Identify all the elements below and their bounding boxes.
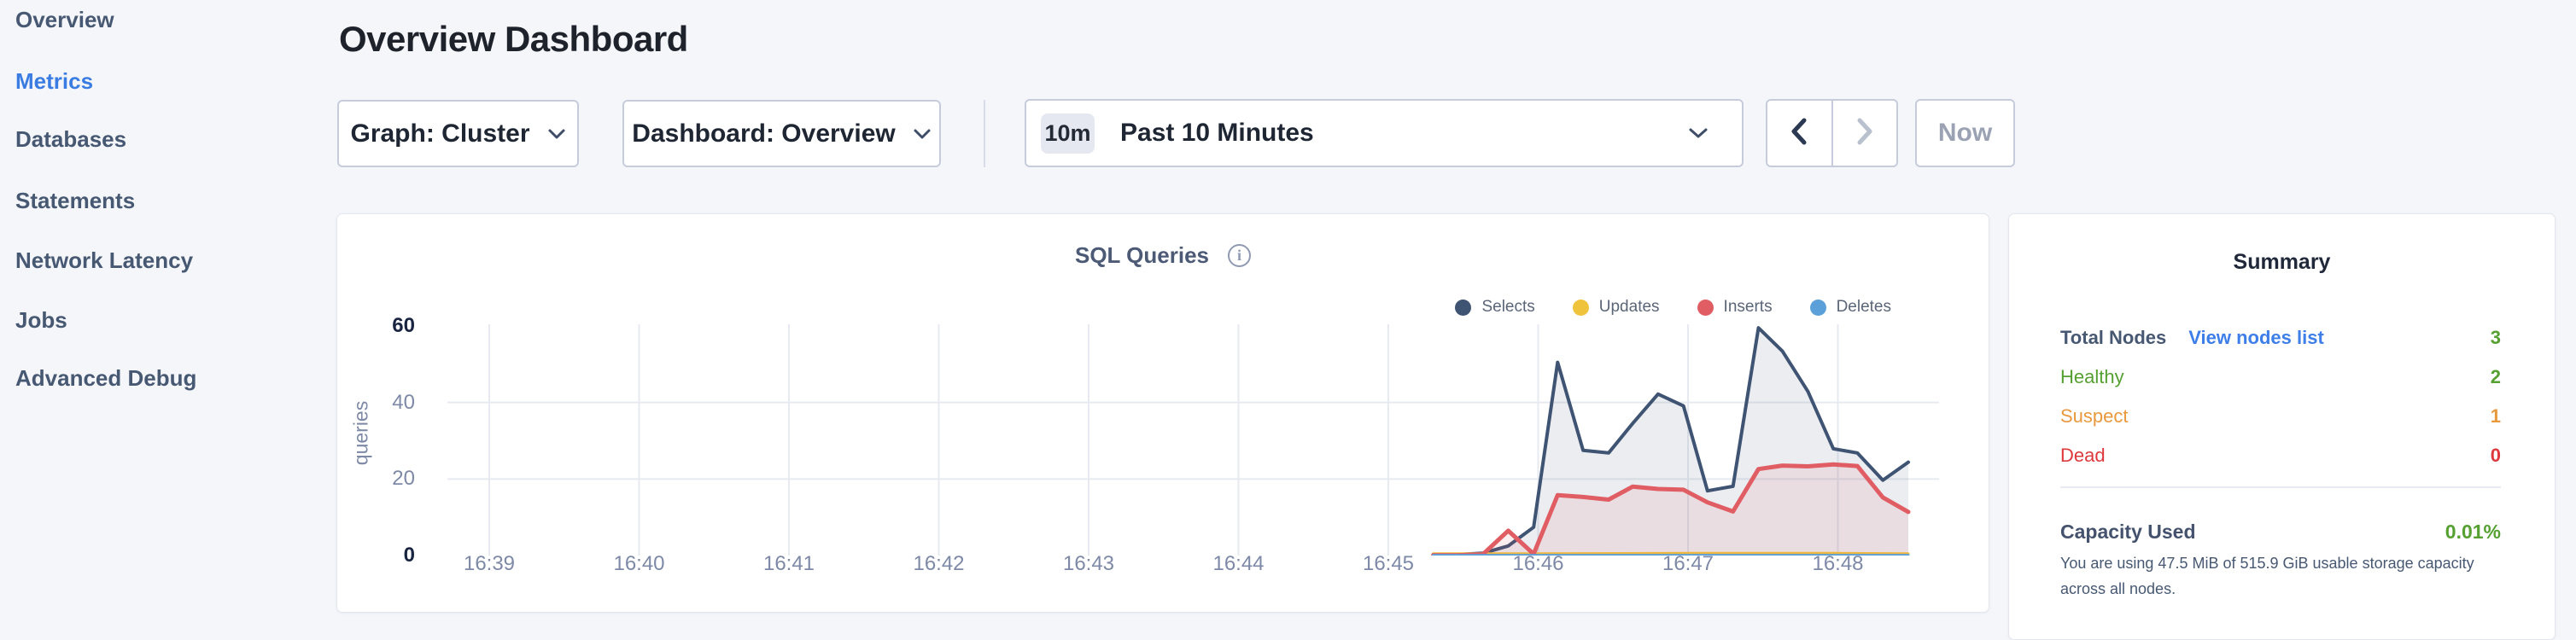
legend-dot-icon [1809, 299, 1826, 316]
capacity-used-label: Capacity Used [2060, 520, 2196, 543]
x-tick-label: 16:44 [1212, 552, 1265, 575]
x-tick-label: 16:45 [1362, 552, 1415, 575]
sidebar-item-databases[interactable]: Databases [15, 126, 127, 152]
chart-legend: Selects Updates Inserts Deletes [1455, 298, 1891, 317]
summary-row-healthy: Healthy 2 [2060, 358, 2501, 397]
graph-scope-dropdown[interactable]: Graph: Cluster [337, 100, 579, 167]
sidebar-item-statements[interactable]: Statements [15, 188, 136, 213]
x-tick-label: 16:41 [762, 552, 815, 575]
time-range-selector[interactable]: 10m Past 10 Minutes [1025, 99, 1744, 167]
healthy-label: Healthy [2060, 366, 2124, 387]
legend-label: Inserts [1723, 298, 1773, 316]
sidebar-item-metrics[interactable]: Metrics [15, 68, 94, 94]
summary-row-suspect: Suspect 1 [2060, 397, 2501, 436]
info-icon[interactable]: i [1228, 243, 1252, 267]
page-title: Overview Dashboard [339, 19, 688, 59]
y-tick-label: 20 [392, 467, 415, 491]
suspect-value: 1 [2490, 405, 2501, 427]
capacity-used-value: 0.01% [2445, 520, 2501, 543]
dead-label: Dead [2060, 445, 2106, 466]
x-tick-label: 16:39 [463, 552, 516, 575]
suspect-label: Suspect [2060, 405, 2129, 427]
now-button[interactable]: Now [1915, 99, 2015, 167]
chevron-down-icon [547, 128, 566, 140]
previous-time-window-button[interactable] [1767, 101, 1833, 166]
chevron-down-icon [913, 128, 932, 140]
time-range-label: Past 10 Minutes [1120, 119, 1314, 147]
legend-item-updates: Updates [1572, 298, 1660, 317]
y-tick-label: 0 [403, 544, 415, 567]
summary-divider [2060, 486, 2501, 488]
x-tick-label: 16:48 [1812, 552, 1864, 575]
y-axis-label: queries [349, 400, 372, 466]
legend-item-selects: Selects [1455, 298, 1535, 317]
sidebar-item-network-latency[interactable]: Network Latency [15, 247, 194, 273]
chevron-down-icon [1687, 126, 1709, 140]
summary-title: Summary [2233, 250, 2331, 274]
sql-queries-chart-card: SQL Queries i Selects Updates Inserts Delet… [336, 213, 1989, 613]
summary-row-total-nodes: Total Nodes View nodes list 3 [2060, 318, 2501, 358]
y-tick-label: 60 [392, 314, 415, 337]
x-tick-label: 16:47 [1662, 552, 1714, 575]
capacity-used-row: Capacity Used 0.01% [2060, 515, 2501, 549]
sidebar: Overview Metrics Databases Statements Ne… [0, 0, 333, 623]
healthy-value: 2 [2490, 366, 2501, 387]
view-nodes-list-link[interactable]: View nodes list [2188, 327, 2324, 348]
capacity-description: You are using 47.5 MiB of 515.9 GiB usab… [2060, 555, 2474, 597]
legend-dot-icon [1455, 299, 1472, 316]
legend-dot-icon [1697, 299, 1714, 316]
legend-dot-icon [1572, 299, 1589, 316]
time-range-badge: 10m [1041, 113, 1095, 154]
legend-label: Selects [1481, 298, 1535, 316]
x-tick-label: 16:43 [1062, 552, 1115, 575]
sql-queries-plot [447, 324, 1939, 556]
graph-scope-dropdown-label: Graph: Cluster [350, 119, 530, 148]
chart-title: SQL Queries [1074, 241, 1210, 268]
dashboard-dropdown[interactable]: Dashboard: Overview [622, 100, 941, 167]
y-tick-label: 40 [392, 390, 415, 414]
dead-value: 0 [2490, 445, 2501, 466]
legend-item-inserts: Inserts [1697, 298, 1773, 317]
total-nodes-value: 3 [2490, 327, 2501, 348]
toolbar-divider [984, 100, 985, 167]
chevron-right-icon [1855, 117, 1874, 150]
summary-row-dead: Dead 0 [2060, 436, 2501, 475]
time-window-pager [1766, 99, 1898, 167]
legend-label: Deletes [1836, 298, 1891, 316]
x-tick-label: 16:42 [913, 552, 965, 575]
sidebar-item-overview[interactable]: Overview [15, 7, 114, 32]
chevron-left-icon [1790, 117, 1808, 150]
sidebar-item-advanced-debug[interactable]: Advanced Debug [15, 365, 197, 391]
legend-item-deletes: Deletes [1809, 298, 1891, 317]
legend-label: Updates [1598, 298, 1660, 316]
sidebar-item-jobs[interactable]: Jobs [15, 307, 67, 333]
summary-panel: Summary Total Nodes View nodes list 3 He… [2008, 213, 2556, 640]
x-tick-label: 16:46 [1512, 552, 1564, 575]
dashboard-dropdown-label: Dashboard: Overview [632, 119, 896, 148]
x-tick-label: 16:40 [613, 552, 665, 575]
total-nodes-label: Total Nodes [2060, 327, 2167, 348]
next-time-window-button[interactable] [1833, 101, 1897, 166]
